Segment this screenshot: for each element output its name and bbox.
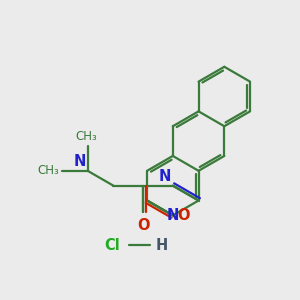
Text: N: N [167,208,179,223]
Text: N: N [74,154,86,169]
Text: H: H [156,238,168,253]
Text: O: O [177,208,190,223]
Text: Cl: Cl [104,238,120,253]
Text: O: O [137,218,149,233]
Text: CH₃: CH₃ [75,130,97,142]
Text: N: N [159,169,171,184]
Text: CH₃: CH₃ [38,164,59,177]
